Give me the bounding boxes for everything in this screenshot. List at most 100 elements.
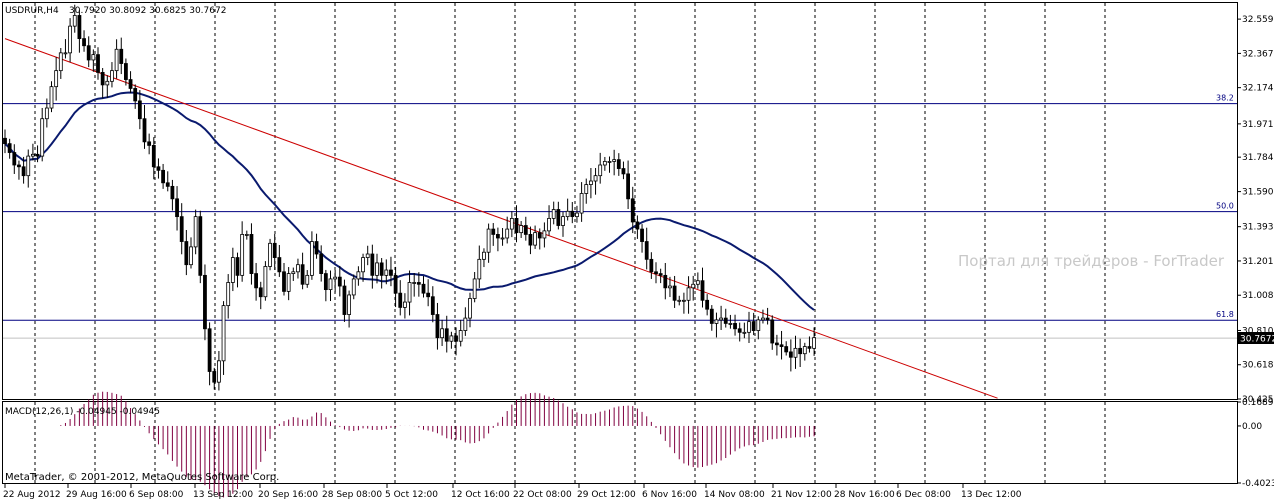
candle-body <box>635 221 640 230</box>
candle-body <box>286 273 291 292</box>
candle-body <box>812 337 816 349</box>
candle-body <box>584 184 589 194</box>
candle-body <box>319 253 324 274</box>
candle-body <box>86 45 91 61</box>
candle-body <box>268 242 272 267</box>
candle-body <box>365 253 370 258</box>
macd-tick-label: 0.00 <box>1242 422 1262 432</box>
candle-body <box>686 287 691 301</box>
candle-body <box>630 198 635 223</box>
candle-body <box>35 153 40 157</box>
x-tick-label: 12 Oct 16:00 <box>451 490 510 500</box>
candle-body <box>454 335 458 342</box>
candle-body <box>612 159 617 162</box>
candle-body <box>602 161 607 166</box>
candle-body <box>793 347 798 358</box>
candle-body <box>347 294 352 315</box>
candle-body <box>96 54 100 73</box>
candle-body <box>700 280 705 301</box>
candle-body <box>342 285 347 315</box>
candle-body <box>477 258 482 280</box>
candle-body <box>449 335 454 342</box>
candle-body <box>314 241 319 255</box>
candle-body <box>575 212 579 218</box>
candle-body <box>124 63 128 80</box>
candle-body <box>277 257 282 273</box>
candle-body <box>551 209 556 219</box>
y-tick-label: 31.0085 <box>1242 291 1274 301</box>
x-tick-label: 13 Sep 12:00 <box>193 490 253 500</box>
y-tick-label: 31.9710 <box>1242 120 1274 130</box>
candle-body <box>654 271 658 274</box>
candle-body <box>402 301 407 308</box>
candle-body <box>751 321 756 331</box>
candle-body <box>547 218 551 232</box>
candle-body <box>691 283 696 289</box>
candle-body <box>733 323 737 330</box>
candle-body <box>570 210 575 218</box>
candle-body <box>328 278 333 291</box>
candle-body <box>761 317 765 321</box>
candle-body <box>421 283 426 294</box>
candle-body <box>119 48 124 64</box>
candle-body <box>226 282 231 307</box>
candle-body <box>351 278 356 296</box>
y-tick-label: 32.1745 <box>1242 84 1274 94</box>
candle-body <box>528 234 533 246</box>
candle-body <box>565 210 570 218</box>
candle-body <box>514 218 519 234</box>
candle-body <box>556 209 561 226</box>
candle-body <box>244 234 249 236</box>
candle-body <box>440 328 445 339</box>
candle-body <box>537 232 542 239</box>
candle-body <box>361 257 365 273</box>
candle-body <box>3 137 7 145</box>
candle-body <box>500 237 505 240</box>
candle-body <box>21 166 26 177</box>
candle-body <box>216 360 221 383</box>
candle-body <box>719 317 723 321</box>
candle-body <box>714 319 719 324</box>
main-chart-panel[interactable] <box>2 2 1238 400</box>
macd-panel[interactable] <box>2 401 1238 484</box>
candle-body <box>495 234 500 239</box>
candle-body <box>695 280 700 285</box>
candle-body <box>170 185 175 200</box>
candle-body <box>505 228 510 239</box>
candle-body <box>682 299 686 302</box>
candle-body <box>156 166 161 171</box>
candle-body <box>705 299 710 310</box>
candle-body <box>105 80 110 86</box>
candle-body <box>523 225 528 235</box>
time-axis[interactable]: 22 Aug 2012 29 Aug 16:00 6 Sep 08:00 13 Sep… <box>3 484 1022 500</box>
fibonacci-levels: 38.2 50.0 61.8 <box>3 94 1237 321</box>
candle-body <box>579 193 584 214</box>
candle-body <box>784 346 789 353</box>
candle-body <box>533 232 537 246</box>
candle-body <box>765 317 770 321</box>
price-axis[interactable]: 32.5595 32.3670 32.1745 31.9710 31.7840 31.59… <box>1237 15 1274 405</box>
ohlc-values: 30.7920 30.8092 30.6825 30.7672 <box>69 6 226 16</box>
candle-body <box>142 118 147 143</box>
candle-body <box>175 198 179 218</box>
candle-body <box>240 234 245 276</box>
candle-body <box>296 264 300 273</box>
candle-body <box>663 274 668 289</box>
trendline-segment <box>4 38 998 399</box>
candle-body <box>263 266 268 298</box>
candle-body <box>798 347 803 355</box>
candle-body <box>212 371 217 383</box>
candle-body <box>668 285 672 289</box>
candle-body <box>542 230 547 239</box>
candle-body <box>788 351 793 358</box>
candle-body <box>58 52 63 72</box>
candle-body <box>458 330 463 342</box>
candle-body <box>747 321 751 333</box>
y-tick-label: 31.2010 <box>1242 257 1274 267</box>
candle-body <box>723 317 728 324</box>
trendline[interactable] <box>4 38 998 399</box>
fibo-label: 61.8 <box>1216 310 1234 319</box>
candle-body <box>77 15 82 40</box>
x-tick-label: 28 Nov 16:00 <box>834 490 895 500</box>
